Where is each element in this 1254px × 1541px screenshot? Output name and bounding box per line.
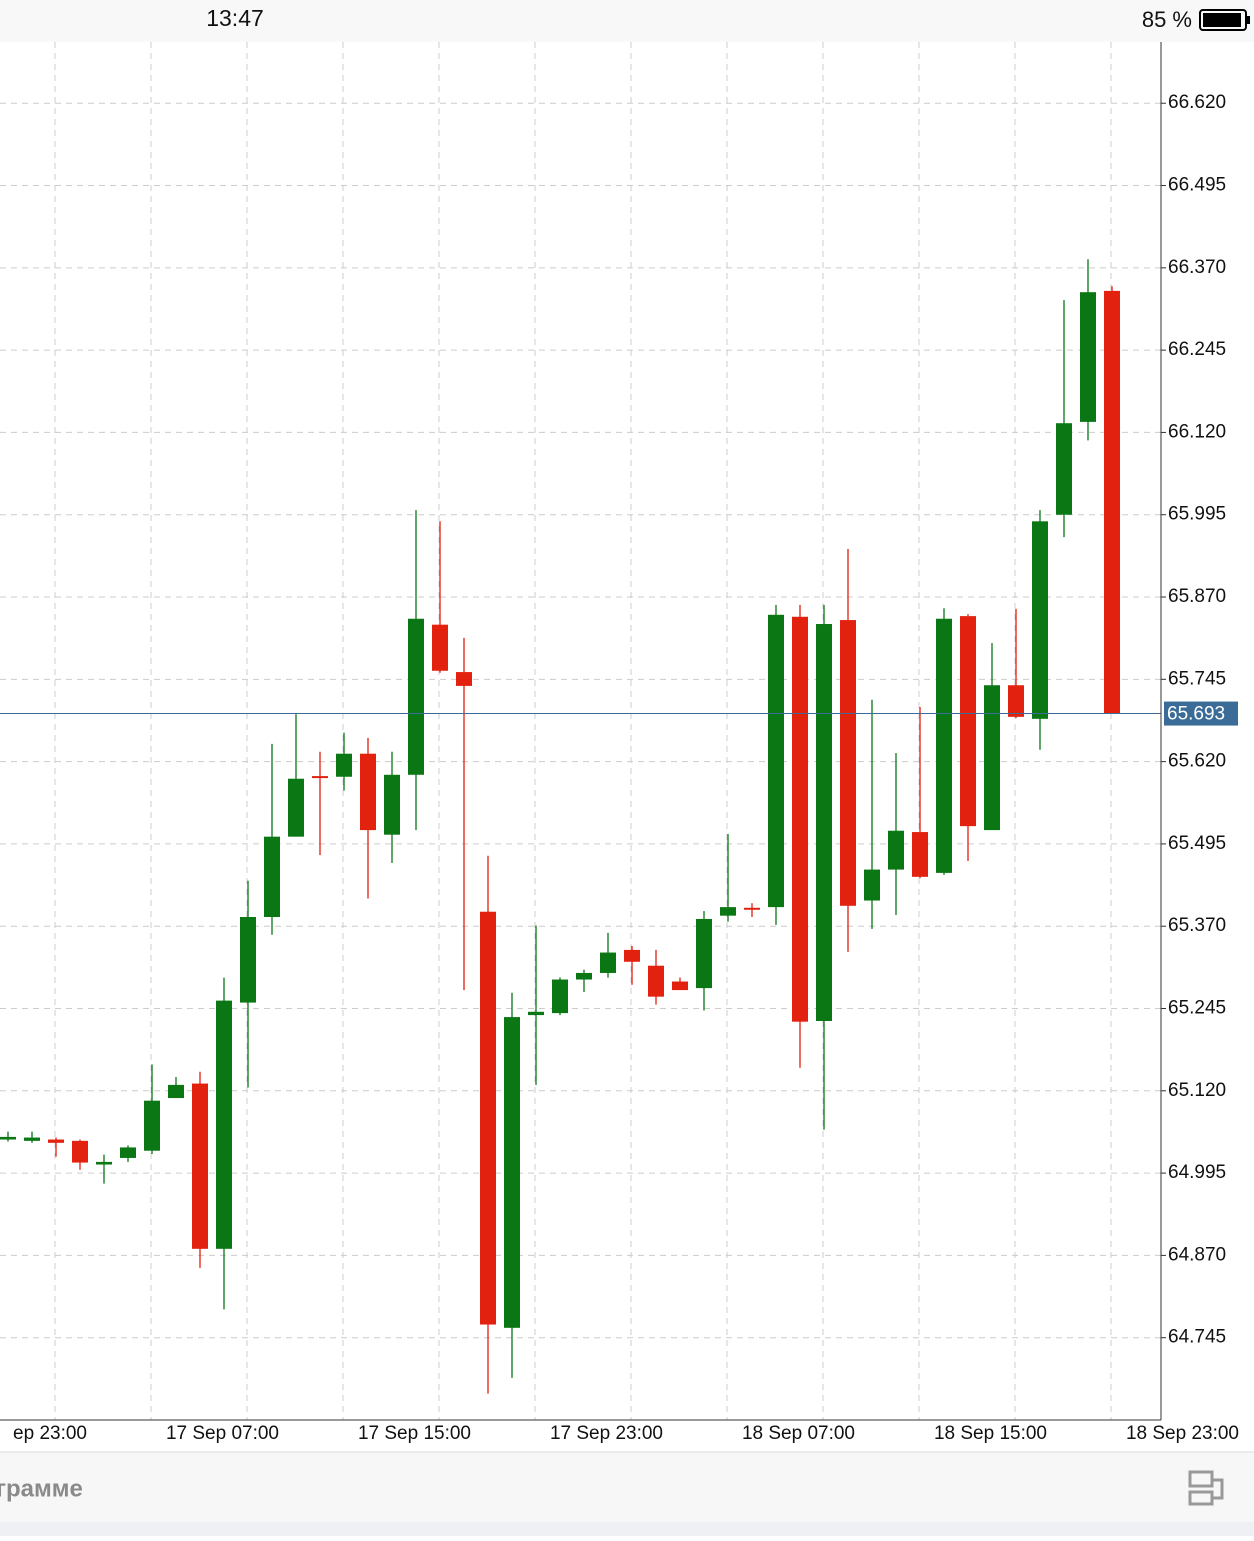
candle-body: [408, 618, 424, 775]
last-price-badge: [1164, 701, 1238, 726]
toolbar-label[interactable]: грамме: [0, 1475, 83, 1502]
x-tick-label: 17 Sep 15:00: [358, 1423, 471, 1444]
candle-body: [336, 753, 352, 777]
candle-body: [792, 616, 808, 1022]
y-tick-label: 66.495: [1168, 175, 1226, 196]
candle-body: [1056, 423, 1072, 515]
y-tick-label: 65.620: [1168, 751, 1226, 772]
battery-text: 85 %: [1142, 7, 1192, 32]
plot: [0, 42, 1161, 1420]
candle-body: [480, 911, 496, 1325]
candle-body: [384, 774, 400, 835]
candle-body: [72, 1140, 88, 1163]
candle-body: [1104, 290, 1120, 714]
candle-body: [816, 624, 832, 1022]
x-tick-label: 17 Sep 07:00: [166, 1423, 279, 1444]
candle-body: [984, 685, 1000, 831]
y-tick-label: 66.620: [1168, 92, 1226, 113]
candle-body: [864, 869, 880, 901]
y-tick-label: 65.870: [1168, 586, 1226, 607]
candle-body: [912, 832, 928, 877]
candle-body: [0, 1136, 16, 1140]
clock: 13:47: [206, 5, 264, 31]
y-tick-label: 64.995: [1168, 1162, 1226, 1183]
y-tick-label: 65.120: [1168, 1080, 1226, 1101]
x-tick-label: 18 Sep 07:00: [742, 1423, 855, 1444]
candle-body: [120, 1147, 136, 1158]
candle-body: [216, 1000, 232, 1249]
candle-body: [648, 965, 664, 997]
candle-body: [528, 1011, 544, 1016]
candle-body: [720, 907, 736, 916]
candle-body: [192, 1083, 208, 1249]
candle-body: [432, 624, 448, 671]
last-price-label: 65.693: [1167, 704, 1225, 725]
candle-body: [888, 830, 904, 870]
y-tick-label: 65.745: [1168, 668, 1226, 689]
candle-body: [264, 836, 280, 917]
y-tick-label: 65.370: [1168, 915, 1226, 936]
candle-body: [1080, 292, 1096, 422]
y-tick-label: 65.495: [1168, 833, 1226, 854]
candle-body: [576, 972, 592, 980]
candle-body: [840, 620, 856, 906]
y-tick-label: 66.245: [1168, 339, 1226, 360]
candle-body: [768, 614, 784, 908]
candle-body: [936, 618, 952, 873]
candle-body: [96, 1161, 112, 1165]
y-tick-label: 64.745: [1168, 1327, 1226, 1348]
candle-body: [312, 776, 328, 779]
x-tick-label: ep 23:00: [13, 1423, 87, 1444]
y-tick-label: 64.870: [1168, 1244, 1226, 1265]
y-tick-label: 65.245: [1168, 998, 1226, 1019]
toolbar: [0, 1452, 1254, 1522]
candle-body: [960, 616, 976, 827]
battery-icon: [1199, 9, 1247, 31]
candle-body: [552, 979, 568, 1014]
status-bar: [0, 0, 1254, 42]
x-tick-label: 17 Sep 23:00: [550, 1423, 663, 1444]
y-tick-label: 65.995: [1168, 504, 1226, 525]
x-tick-label: 18 Sep 15:00: [934, 1423, 1047, 1444]
candle-body: [1032, 521, 1048, 719]
candle-body: [1008, 685, 1024, 717]
y-tick-label: 66.120: [1168, 421, 1226, 442]
candle-body: [288, 778, 304, 837]
candle-body: [168, 1084, 184, 1099]
candle-body: [144, 1100, 160, 1151]
candle-body: [456, 672, 472, 686]
y-tick-label: 66.370: [1168, 257, 1226, 278]
battery-fill: [1203, 13, 1241, 27]
candle-body: [624, 949, 640, 962]
candle-body: [696, 918, 712, 989]
candle-body: [600, 952, 616, 973]
candle-body: [672, 981, 688, 991]
layout-icon[interactable]: [1188, 1470, 1224, 1506]
battery-tip: [1247, 16, 1250, 24]
bottom-strip: [0, 1522, 1254, 1536]
candle-body: [744, 907, 760, 910]
candle-body: [240, 916, 256, 1003]
candle-body: [504, 1017, 520, 1328]
candle-body: [48, 1139, 64, 1143]
candle-body: [360, 753, 376, 831]
x-tick-label: 18 Sep 23:00: [1126, 1423, 1239, 1444]
candle-body: [24, 1137, 40, 1141]
